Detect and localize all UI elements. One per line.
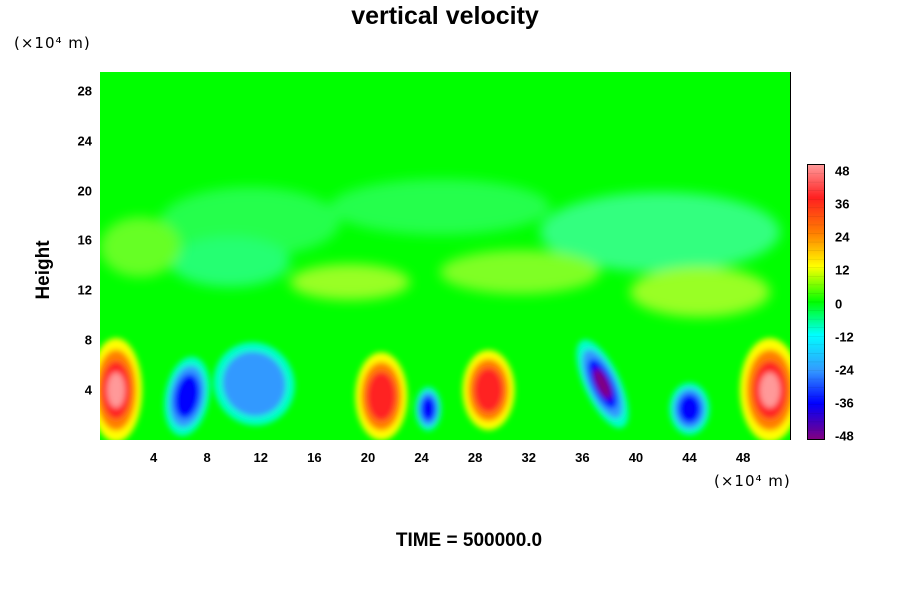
- y-tick-label: 24: [77, 133, 92, 149]
- x-tick-label: 36: [575, 450, 590, 465]
- x-tick-label: 32: [521, 450, 536, 465]
- y-tick-label: 4: [84, 382, 92, 398]
- colorbar-tick-label: 48: [835, 163, 850, 179]
- updraft-cell: [355, 352, 408, 440]
- x-unit-label: (×10⁴ m): [714, 472, 791, 490]
- updraft-cell: [739, 338, 790, 440]
- downdraft-cell: [669, 382, 710, 435]
- downdraft-cell: [164, 356, 210, 436]
- y-tick-label: 16: [77, 232, 92, 248]
- x-tick-label: 20: [360, 450, 376, 465]
- downdraft-cell: [213, 342, 295, 426]
- colorbar-tick-label: 0: [835, 296, 843, 311]
- turbulent-band: [100, 179, 780, 317]
- colorbar-tick-label: -24: [835, 362, 854, 378]
- colorbar-gradient: [808, 165, 824, 439]
- updraft-cell: [100, 338, 143, 440]
- y-tick-label: 12: [77, 282, 92, 298]
- y-tick-label: 28: [77, 83, 92, 99]
- colorbar-tick-label: 36: [835, 196, 850, 212]
- y-unit-label: (×10⁴ m): [14, 34, 91, 52]
- x-tick-label: 4: [149, 450, 158, 465]
- colorbar-tick-label: -48: [835, 428, 854, 444]
- x-tick-label: 8: [203, 450, 211, 465]
- y-tick-label: 20: [77, 183, 92, 198]
- colorbar-tick-label: 12: [835, 262, 850, 278]
- x-tick-label: 16: [307, 450, 322, 465]
- downdraft-cell: [576, 339, 629, 429]
- x-tick-label: 48: [735, 450, 751, 465]
- y-tick-label: 8: [84, 332, 92, 348]
- x-tick-label: 28: [467, 450, 483, 465]
- velocity-cells: [100, 338, 790, 440]
- x-tick-label: 12: [253, 450, 268, 465]
- velocity-field-plot: [100, 72, 791, 440]
- updraft-cell: [462, 350, 515, 431]
- x-tick-label: 40: [628, 450, 644, 465]
- x-tick-label: 24: [414, 450, 429, 465]
- time-footer: TIME = 500000.0: [395, 530, 543, 551]
- colorbar-tick-label: -36: [835, 395, 854, 411]
- downdraft-cell: [415, 386, 442, 431]
- colorbar: [807, 164, 825, 440]
- velocity-field-svg: [100, 72, 790, 440]
- chart-title: vertical velocity: [351, 2, 539, 30]
- colorbar-tick-label: 24: [835, 229, 850, 245]
- colorbar-tick-label: -12: [835, 329, 854, 345]
- x-tick-label: 44: [682, 450, 697, 465]
- y-axis-label: Height: [33, 240, 54, 300]
